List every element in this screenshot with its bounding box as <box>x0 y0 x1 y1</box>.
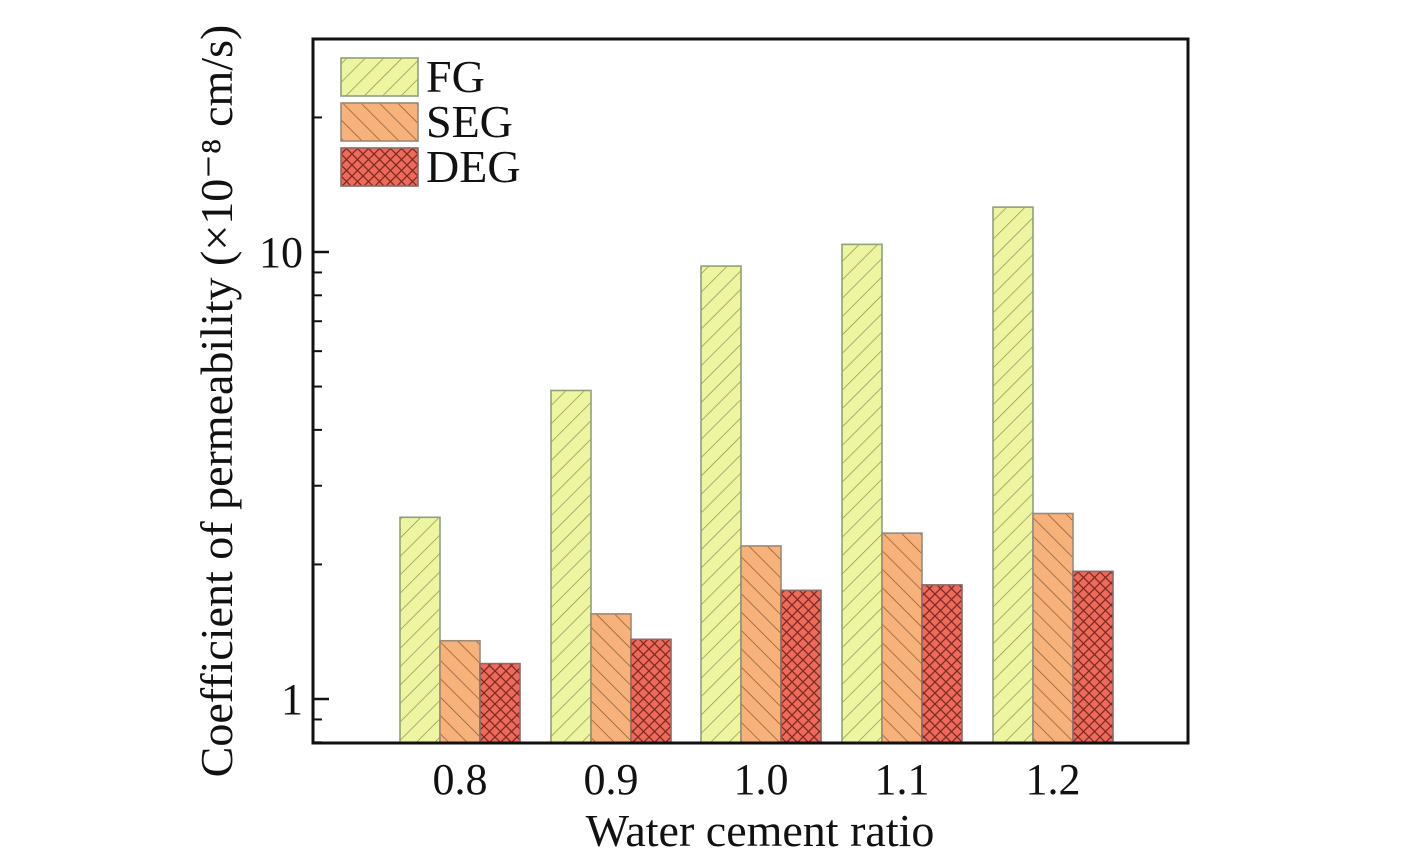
y-axis-ticks: 1 10 <box>259 116 329 744</box>
bar-fg-1.1 <box>841 243 883 744</box>
x-axis-tick-labels: 0.8 0.9 1.0 1.1 1.2 <box>433 755 1081 804</box>
bar-fg-1.2 <box>992 206 1034 744</box>
bar-deg-1.1 <box>921 584 963 744</box>
bar-pattern <box>921 584 963 744</box>
bar-pattern <box>399 516 441 744</box>
bar-seg-0.9 <box>590 613 632 744</box>
y-tick-label: 10 <box>259 228 303 277</box>
bar-pattern <box>841 243 883 744</box>
y-axis-title: Coefficient of permeability (×10⁻⁸ cm/s) <box>191 25 242 778</box>
legend-swatch-pattern <box>340 57 419 97</box>
legend-item-deg: DEG <box>340 141 521 192</box>
bar-fg-0.9 <box>550 389 592 744</box>
y-tick-label: 1 <box>281 675 303 724</box>
bar-seg-1.1 <box>881 532 923 744</box>
x-tick-label: 1.2 <box>1026 755 1081 804</box>
bar-pattern <box>590 613 632 744</box>
bar-pattern <box>439 639 481 744</box>
bar-pattern <box>630 638 672 744</box>
bar-pattern <box>740 545 782 744</box>
legend-label: DEG <box>426 141 521 192</box>
bar-pattern <box>1072 570 1114 744</box>
legend-swatch-pattern <box>340 102 419 142</box>
bars-group <box>399 206 1114 744</box>
x-tick-label: 0.9 <box>584 755 639 804</box>
plot-frame <box>311 37 1190 745</box>
bar-seg-1.2 <box>1032 512 1074 744</box>
bar-deg-0.8 <box>479 662 521 744</box>
bar-seg-0.8 <box>439 639 481 744</box>
bar-pattern <box>881 532 923 744</box>
bar-fg-1.0 <box>700 265 742 744</box>
legend-swatch-pattern <box>340 147 419 187</box>
bar-pattern <box>992 206 1034 744</box>
bar-pattern <box>479 662 521 744</box>
x-tick-label: 1.0 <box>734 755 789 804</box>
bar-deg-0.9 <box>630 638 672 744</box>
x-tick-label: 0.8 <box>433 755 488 804</box>
bar-seg-1.0 <box>740 545 782 744</box>
legend-item-fg: FG <box>340 51 485 102</box>
legend-label: SEG <box>426 96 513 147</box>
bar-deg-1.0 <box>780 589 822 744</box>
bar-pattern <box>550 389 592 744</box>
legend-label: FG <box>426 51 485 102</box>
x-axis-title: Water cement ratio <box>586 805 935 856</box>
x-tick-label: 1.1 <box>875 755 930 804</box>
bar-fg-0.8 <box>399 516 441 744</box>
bar-pattern <box>700 265 742 744</box>
legend-item-seg: SEG <box>340 96 513 147</box>
bar-pattern <box>1032 512 1074 744</box>
bar-deg-1.2 <box>1072 570 1114 744</box>
bar-pattern <box>780 589 822 744</box>
